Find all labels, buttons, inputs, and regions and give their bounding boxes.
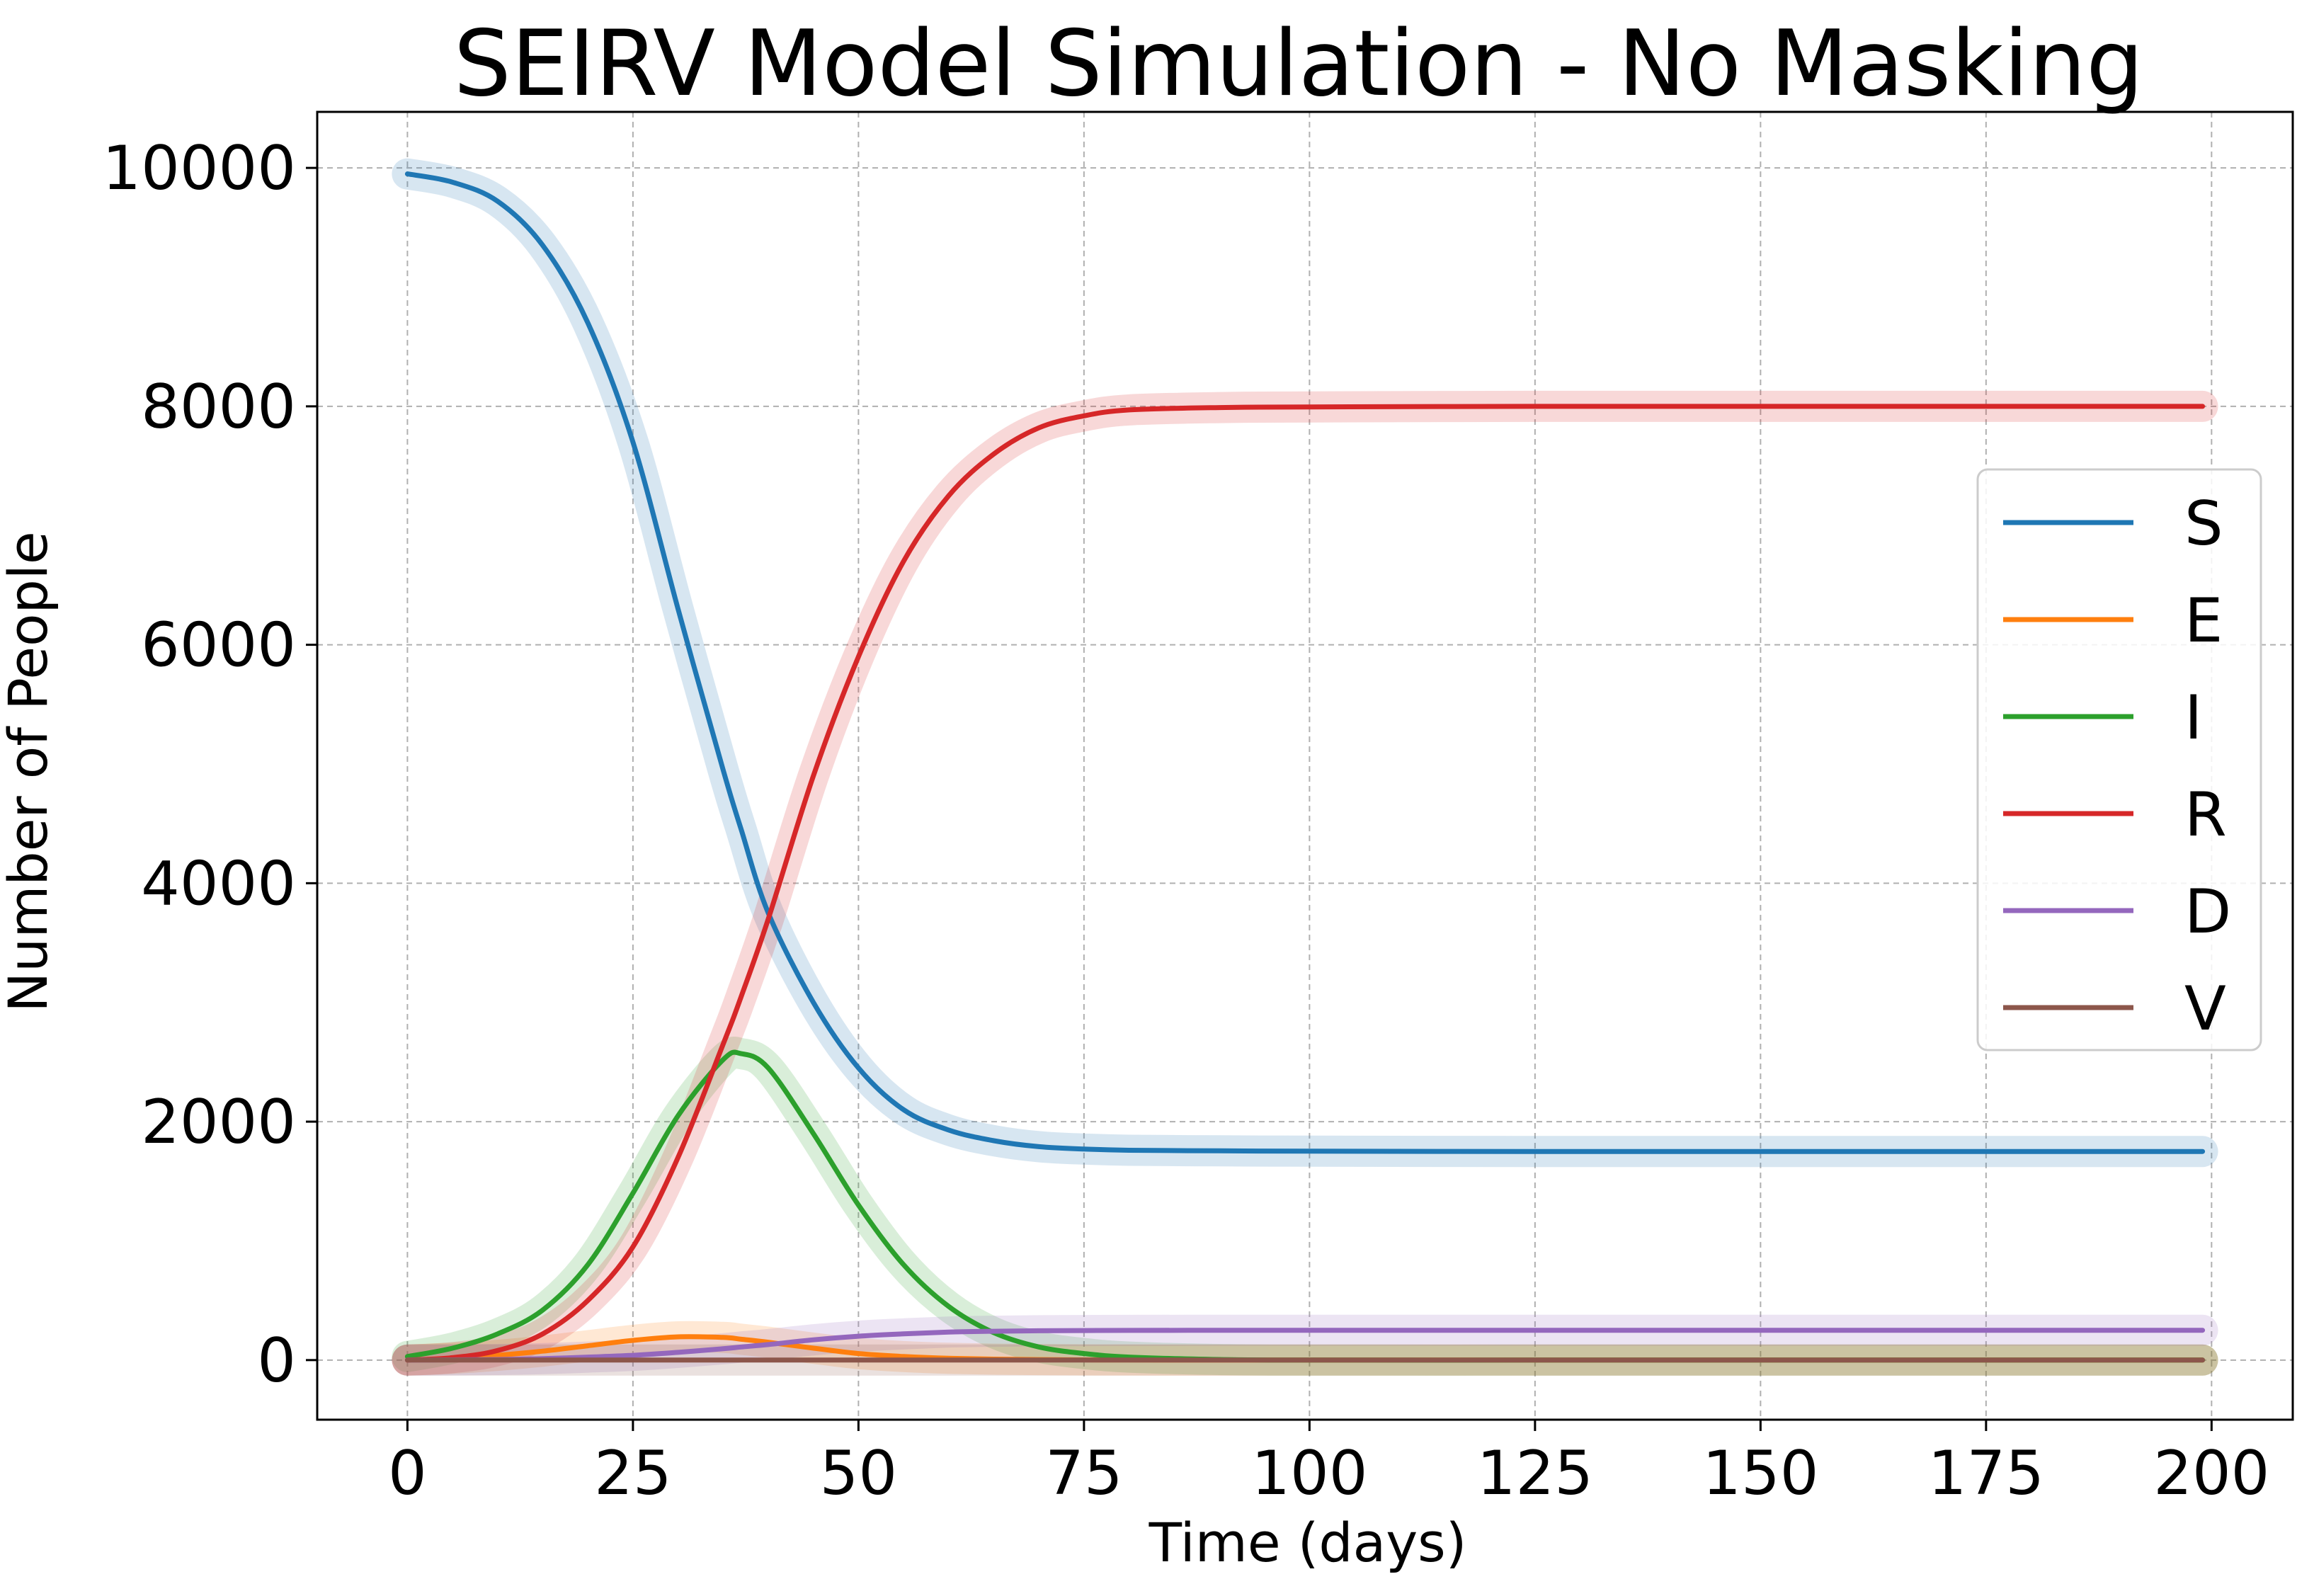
- y-tick-label: 8000: [141, 372, 296, 443]
- confidence-bands: [392, 158, 2218, 1376]
- legend-label-V: V: [2184, 974, 2226, 1044]
- x-tick-label: 100: [1251, 1438, 1367, 1509]
- series-line-S: [404, 171, 2206, 1154]
- y-tick-label: 6000: [141, 610, 296, 681]
- x-axis: 0 25 50 75 100 125 150 175 200: [388, 1420, 2269, 1509]
- legend-label-E: E: [2184, 586, 2223, 656]
- series-lines: [404, 171, 2206, 1363]
- legend-label-S: S: [2184, 489, 2223, 559]
- legend-label-R: R: [2184, 780, 2227, 850]
- x-tick-label: 200: [2153, 1438, 2269, 1509]
- y-tick-label: 10000: [102, 133, 296, 204]
- y-tick-label: 2000: [141, 1087, 296, 1158]
- plot-frame: [316, 110, 2294, 1421]
- y-tick-label: 4000: [141, 848, 296, 919]
- x-tick-label: 175: [1928, 1438, 2044, 1509]
- series-band-S: [392, 158, 2218, 1168]
- y-tick-label: 0: [257, 1326, 296, 1396]
- x-tick-label: 50: [820, 1438, 897, 1509]
- legend-label-I: I: [2184, 683, 2202, 753]
- x-axis-label: Time (days): [1149, 1511, 1467, 1574]
- y-axis-label: Number of People: [0, 531, 59, 1012]
- series-line-R: [404, 404, 2206, 1363]
- x-tick-label: 0: [388, 1438, 427, 1509]
- legend-box: [1976, 468, 2262, 1051]
- series-line-D: [404, 1328, 2206, 1363]
- chart-title: SEIRV Model Simulation - No Masking: [454, 11, 2144, 117]
- x-tick-label: 25: [594, 1438, 671, 1509]
- series-band-I: [392, 1037, 2218, 1376]
- x-tick-label: 75: [1045, 1438, 1122, 1509]
- legend-label-D: D: [2184, 877, 2231, 947]
- y-axis: 0 2000 4000 6000 8000 10000: [102, 133, 317, 1396]
- x-tick-label: 150: [1702, 1438, 1818, 1509]
- x-tick-label: 125: [1477, 1438, 1593, 1509]
